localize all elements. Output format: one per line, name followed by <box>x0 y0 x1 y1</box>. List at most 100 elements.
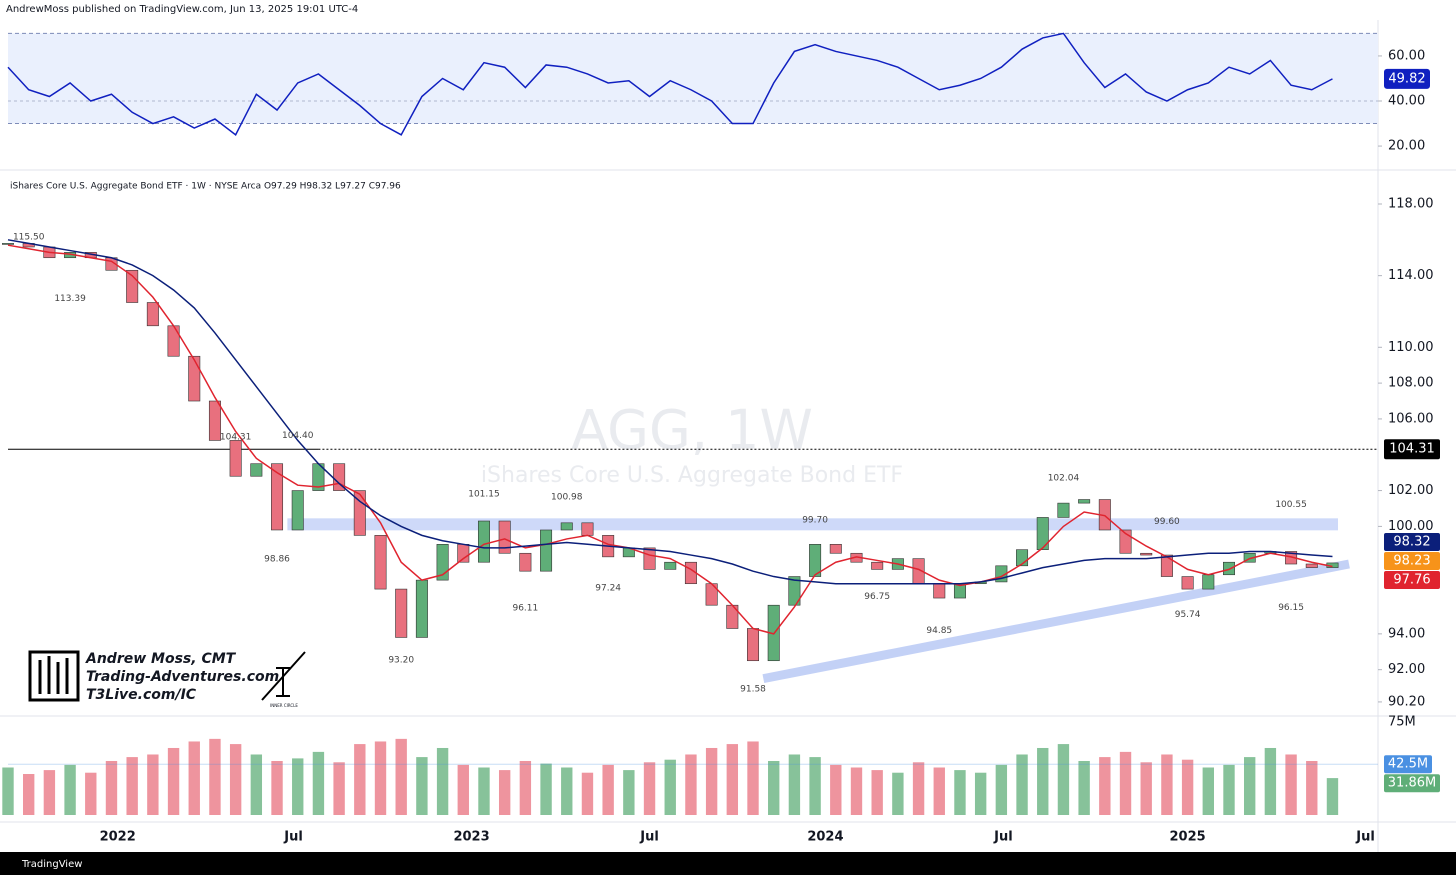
candle <box>1305 563 1318 568</box>
x-tick-label: Jul <box>283 830 303 845</box>
x-tick-label: 2024 <box>807 830 843 845</box>
volume-bar <box>209 738 221 815</box>
volume-bar <box>726 744 739 815</box>
volume-bar <box>1244 757 1256 815</box>
y-tick-label: 118.00 <box>1388 197 1434 212</box>
volume-ma-box <box>1384 755 1432 774</box>
volume-bar <box>850 767 863 815</box>
price-annotation: 96.11 <box>512 604 538 614</box>
rsi-tick-label: 60.00 <box>1388 48 1425 63</box>
moving-average <box>7 239 1333 585</box>
volume-bar <box>1078 760 1090 815</box>
volume-bar <box>685 754 697 815</box>
volume-bar <box>1326 778 1339 815</box>
rsi-line <box>7 32 1333 136</box>
candle <box>1181 576 1194 590</box>
candle <box>747 628 760 662</box>
badge: INNER CIRCLE <box>270 703 298 708</box>
candle <box>167 325 180 357</box>
y-tick-label: 94.00 <box>1388 626 1425 641</box>
candle <box>395 588 408 638</box>
price-label-box <box>1384 552 1440 570</box>
candle <box>933 583 946 599</box>
volume-bar <box>747 741 759 815</box>
price-label: 98.32 <box>1393 535 1430 550</box>
watermark-subtitle: iShares Core U.S. Aggregate Bond ETF <box>481 463 903 488</box>
candle <box>498 520 511 554</box>
volume-bar <box>623 770 635 815</box>
volume-bar <box>830 764 842 815</box>
volume-bar <box>126 757 138 815</box>
background <box>0 0 1456 852</box>
rsi-tick-label: 20.00 <box>1388 139 1425 154</box>
volume-bar <box>540 763 552 815</box>
volume-bar <box>912 762 925 815</box>
volume-bar <box>167 747 180 815</box>
candle <box>1078 499 1091 504</box>
volume-bar <box>333 762 345 815</box>
price-label: 98.23 <box>1393 554 1430 569</box>
price-annotation: 99.70 <box>802 515 828 525</box>
volume-tick-label: 75M <box>1388 714 1416 729</box>
volume-bar <box>271 760 283 815</box>
rsi-last-box <box>1384 68 1430 89</box>
candle <box>208 400 221 441</box>
candle <box>415 579 428 638</box>
volume-bar <box>1202 767 1214 815</box>
candle <box>1223 561 1235 576</box>
y-tick-label: 106.00 <box>1388 411 1434 426</box>
volume-bar <box>768 760 780 815</box>
volume-bar <box>354 744 366 815</box>
volume-bar <box>519 760 532 815</box>
volume-bar <box>1016 754 1028 815</box>
price-label-box <box>1384 571 1440 589</box>
badge-icon <box>261 651 306 701</box>
volume-bar <box>602 764 614 815</box>
candle <box>229 440 242 477</box>
volume-bar <box>312 751 325 815</box>
footer: TradingView <box>21 859 82 870</box>
rsi-tick-label: 40.00 <box>1388 94 1425 109</box>
volume-bar <box>1223 764 1235 815</box>
volume-bar <box>1119 751 1132 815</box>
volume-bar <box>788 754 801 815</box>
volume-ma-label: 42.5M <box>1388 757 1428 772</box>
volume-bar <box>1306 760 1318 815</box>
candle <box>188 355 201 402</box>
volume-bar <box>1264 747 1277 815</box>
candle <box>1202 574 1215 590</box>
zone <box>287 518 1339 531</box>
candle <box>581 522 594 536</box>
volume-bar <box>892 772 904 815</box>
price-annotation: 97.24 <box>595 583 621 593</box>
volume-bar <box>664 759 676 815</box>
y-tick-label: 92.00 <box>1388 662 1425 677</box>
rsi-last-label: 49.82 <box>1388 71 1425 86</box>
volume-bar <box>374 741 387 815</box>
volume-bar <box>643 762 656 815</box>
candle <box>1016 549 1029 567</box>
candle <box>643 547 656 570</box>
candle <box>540 529 553 572</box>
volume-bar <box>1140 762 1152 815</box>
price-annotation: 94.85 <box>926 626 952 636</box>
volume-bar <box>871 770 883 815</box>
candle <box>374 535 387 590</box>
price-annotation: 104.40 <box>282 431 314 441</box>
candle <box>146 302 159 327</box>
volume-bar <box>2 767 14 815</box>
volume-bar <box>809 757 821 815</box>
volume-bar <box>457 764 469 815</box>
candle <box>2 243 14 245</box>
volume-bar <box>581 772 594 815</box>
price-annotation: 95.74 <box>1175 610 1201 620</box>
level-label: 104.31 <box>1389 442 1435 457</box>
volume-bar <box>478 767 490 815</box>
candle <box>353 490 366 536</box>
volume-bar <box>250 754 263 815</box>
price-annotation: 96.75 <box>864 592 890 602</box>
candle <box>560 522 573 531</box>
x-tick-label: 2025 <box>1170 830 1206 845</box>
x-tick-label: Jul <box>639 830 659 845</box>
